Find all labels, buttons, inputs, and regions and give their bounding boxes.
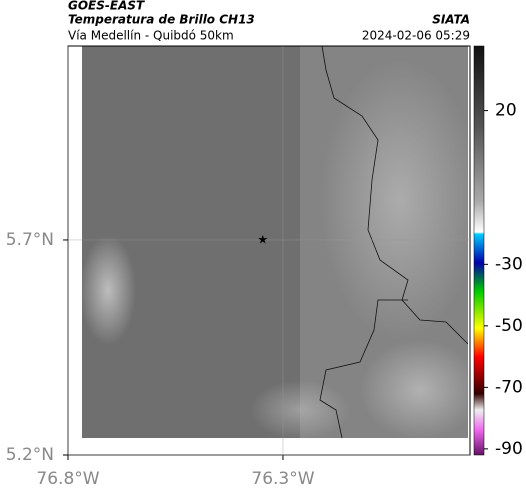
x-tick-label: 76.3°W bbox=[251, 469, 314, 489]
colorbar bbox=[473, 45, 485, 456]
colorbar-label: -70 bbox=[495, 377, 523, 397]
subtitle: Temperatura de Brillo CH13 bbox=[68, 13, 255, 27]
colorbar-label: -50 bbox=[495, 316, 523, 336]
route: Vía Medellín - Quibdó 50km bbox=[68, 29, 234, 43]
satellite-image bbox=[80, 46, 480, 440]
title: GOES-EAST bbox=[68, 0, 145, 13]
y-tick-label: 5.2°N bbox=[6, 445, 54, 465]
datetime: 2024-02-06 05:29 bbox=[362, 29, 470, 43]
station-marker: ★ bbox=[257, 232, 268, 246]
colorbar-label: -30 bbox=[495, 254, 523, 274]
colorbar-label: -90 bbox=[495, 439, 523, 459]
y-tick-label: 5.7°N bbox=[6, 230, 54, 250]
borders bbox=[319, 45, 469, 439]
source: SIATA bbox=[432, 13, 470, 27]
x-tick-label: 76.8°W bbox=[36, 469, 99, 489]
colorbar-label: 20 bbox=[495, 101, 517, 121]
